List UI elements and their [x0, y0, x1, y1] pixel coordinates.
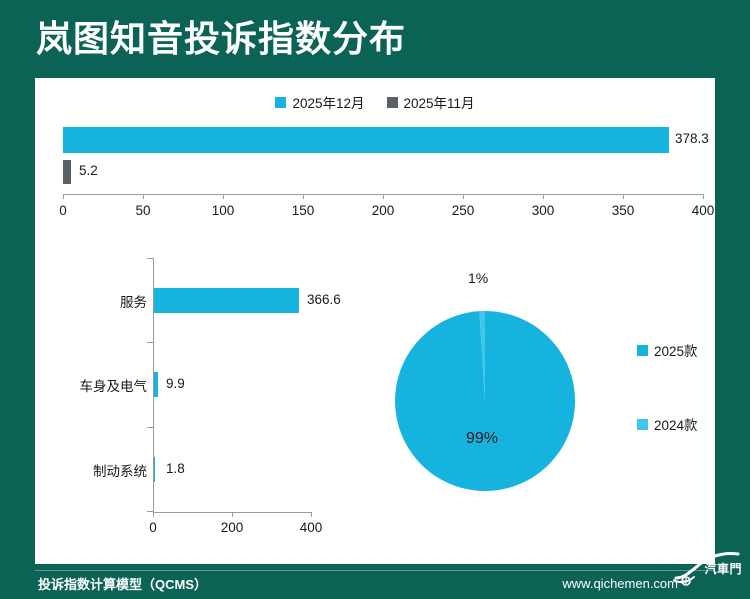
category-label: 制动系统: [93, 464, 147, 479]
legend-item-2025-11[interactable]: 2025年11月: [386, 92, 475, 112]
car-logo-icon: [673, 552, 740, 586]
legend-label: 2024款: [654, 418, 698, 433]
axis-tick: [463, 194, 464, 199]
chart1-x-axis: 0 50 100 150 200 250 300 350 400: [59, 194, 714, 228]
pie-slice-2024[interactable]: [479, 311, 485, 401]
axis-tick: [383, 194, 384, 199]
chart-monthly-complaint-index: 378.3 5.2 0 50 100 150 200 250: [35, 122, 715, 230]
footer-model-note: 投诉指数计算模型（QCMS）: [38, 577, 208, 592]
legend-label: 2025款: [654, 344, 698, 359]
legend-item-2025-12[interactable]: 2025年12月: [275, 92, 365, 112]
chart1-legend: 2025年12月 2025年11月: [35, 92, 715, 112]
axis-tick: [147, 342, 154, 343]
pie-value-2025: 99%: [466, 430, 499, 447]
bar-2025-12[interactable]: [63, 127, 669, 153]
pie-svg: [395, 311, 576, 491]
axis-tick-label: 200: [371, 203, 395, 218]
axis-tick: [143, 194, 144, 199]
bar-value-2025-11: 5.2: [79, 163, 98, 178]
chart2-row-service: 服务 366.6: [35, 280, 365, 320]
axis-tick-label: 50: [135, 203, 151, 218]
axis-tick: [147, 258, 154, 259]
axis-tick-label: 0: [59, 203, 67, 218]
axis-tick-label: 300: [531, 203, 555, 218]
legend-swatch-icon: [637, 344, 648, 356]
axis-tick-label: 0: [149, 520, 157, 535]
pie-value-2024: 1%: [468, 270, 489, 286]
bar-value-2025-12: 378.3: [675, 131, 709, 146]
chart1-plot-area: 378.3 5.2: [63, 122, 709, 192]
pie-legend: 2025款 2024款: [637, 340, 727, 488]
axis-tick-label: 350: [611, 203, 635, 218]
axis-tick: [147, 427, 154, 428]
chart-card: 2025年12月 2025年11月 378.3 5.2: [35, 78, 715, 564]
brand-name-cn: 汽車門: [704, 562, 742, 576]
bar-body-electrical[interactable]: [154, 372, 158, 397]
legend-swatch-icon: [275, 96, 287, 108]
legend-label: 2025年12月: [292, 96, 365, 111]
chart-complaint-category-breakdown: 服务 366.6 车身及电气 9.9 制动系统 1.8 0 200 400: [35, 258, 365, 538]
axis-tick-label: 150: [291, 203, 315, 218]
axis-tick: [223, 194, 224, 199]
page-title: 岚图知音投诉指数分布: [36, 18, 407, 59]
footer-divider: [35, 570, 715, 571]
axis-tick-label: 400: [299, 520, 323, 535]
bar-2025-11[interactable]: [63, 160, 71, 184]
bar-value-brake-system: 1.8: [166, 461, 185, 476]
axis-tick: [232, 512, 233, 517]
footer-website[interactable]: www.qichemen.com: [562, 576, 678, 591]
chart-model-year-share: 99% 1% 2025款 2024款: [365, 258, 715, 538]
axis-tick: [543, 194, 544, 199]
axis-tick-label: 100: [211, 203, 235, 218]
pie-slice-2025[interactable]: [395, 311, 576, 491]
chart2-row-brake-system: 制动系统 1.8: [35, 449, 365, 489]
axis-tick: [703, 194, 704, 199]
bar-value-service: 366.6: [307, 292, 341, 307]
category-label: 车身及电气: [79, 379, 148, 394]
axis-tick: [623, 194, 624, 199]
legend-item-2025-model[interactable]: 2025款: [637, 340, 727, 360]
category-label: 服务: [120, 295, 147, 310]
axis-tick: [311, 512, 312, 517]
axis-tick: [303, 194, 304, 199]
bar-service[interactable]: [154, 288, 299, 313]
legend-swatch-icon: [386, 96, 398, 108]
chart2-y-axis-line: [153, 258, 154, 512]
bar-value-body-electrical: 9.9: [166, 376, 185, 391]
legend-label: 2025年11月: [403, 96, 475, 111]
axis-tick-label: 400: [691, 203, 715, 218]
axis-tick: [153, 512, 154, 517]
legend-swatch-icon: [637, 418, 648, 430]
bar-brake-system[interactable]: [154, 457, 155, 482]
axis-tick: [147, 511, 154, 512]
chart2-row-body-electrical: 车身及电气 9.9: [35, 364, 365, 404]
legend-item-2024-model[interactable]: 2024款: [637, 414, 727, 434]
axis-tick-label: 250: [451, 203, 475, 218]
axis-tick: [63, 194, 64, 199]
axis-tick-label: 200: [220, 520, 244, 535]
